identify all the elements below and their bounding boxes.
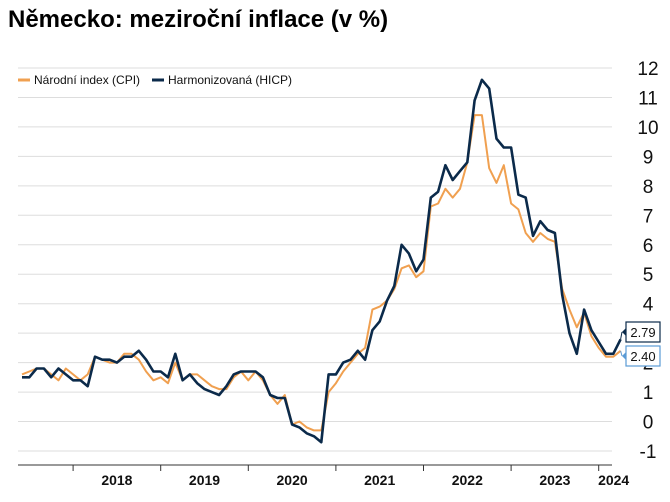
y-axis-ticks: -10123456789101112 — [637, 59, 658, 463]
x-axis: 2018 2019 2020 2021 2022 2023 2024 — [18, 464, 629, 488]
hicp-last-value-label: 2.79 — [630, 325, 655, 340]
y-tick-label: 5 — [643, 265, 654, 286]
x-tick-label: 2023 — [539, 472, 570, 488]
hicp-last-value-label-leader — [620, 331, 623, 340]
y-tick-label: 9 — [643, 147, 654, 168]
series-lines — [21, 78, 622, 444]
y-tick-label: -1 — [640, 442, 657, 463]
chart-title: Německo: meziroční inflace (v %) — [8, 6, 389, 33]
y-tick-label: 11 — [638, 88, 658, 109]
last-value-callouts: 2.79 2.40 — [620, 321, 661, 367]
x-tick-label: 2020 — [277, 472, 308, 488]
legend-label-hicp: Harmonizovaná (HICP) — [168, 73, 292, 87]
cpi-last-value-label-leader — [620, 350, 623, 357]
x-tick-label: 2018 — [101, 472, 132, 488]
y-tick-label: 0 — [643, 413, 654, 434]
x-tick-label: 2019 — [189, 472, 220, 488]
y-tick-label: 6 — [643, 236, 654, 257]
series-line-cpi — [21, 114, 622, 432]
x-tick-label: 2022 — [452, 472, 483, 488]
y-tick-label: 4 — [643, 295, 654, 316]
y-tick-label: 7 — [643, 206, 654, 227]
x-tick-label: 2024 — [598, 472, 629, 488]
cpi-last-value-label: 2.40 — [630, 349, 655, 364]
y-tick-label: 12 — [637, 59, 658, 80]
legend: Národní index (CPI) Harmonizovaná (HICP) — [18, 73, 292, 87]
cpi-last-value-label-pointer — [622, 352, 626, 360]
y-tick-label: 1 — [643, 383, 654, 404]
y-tick-label: 10 — [637, 118, 658, 139]
legend-label-cpi: Národní index (CPI) — [34, 73, 140, 87]
gridlines — [18, 67, 612, 452]
x-tick-label: 2021 — [364, 472, 395, 488]
hicp-last-value-label-pointer — [622, 328, 626, 336]
series-line-hicp — [22, 78, 622, 444]
y-tick-label: 8 — [643, 177, 654, 198]
